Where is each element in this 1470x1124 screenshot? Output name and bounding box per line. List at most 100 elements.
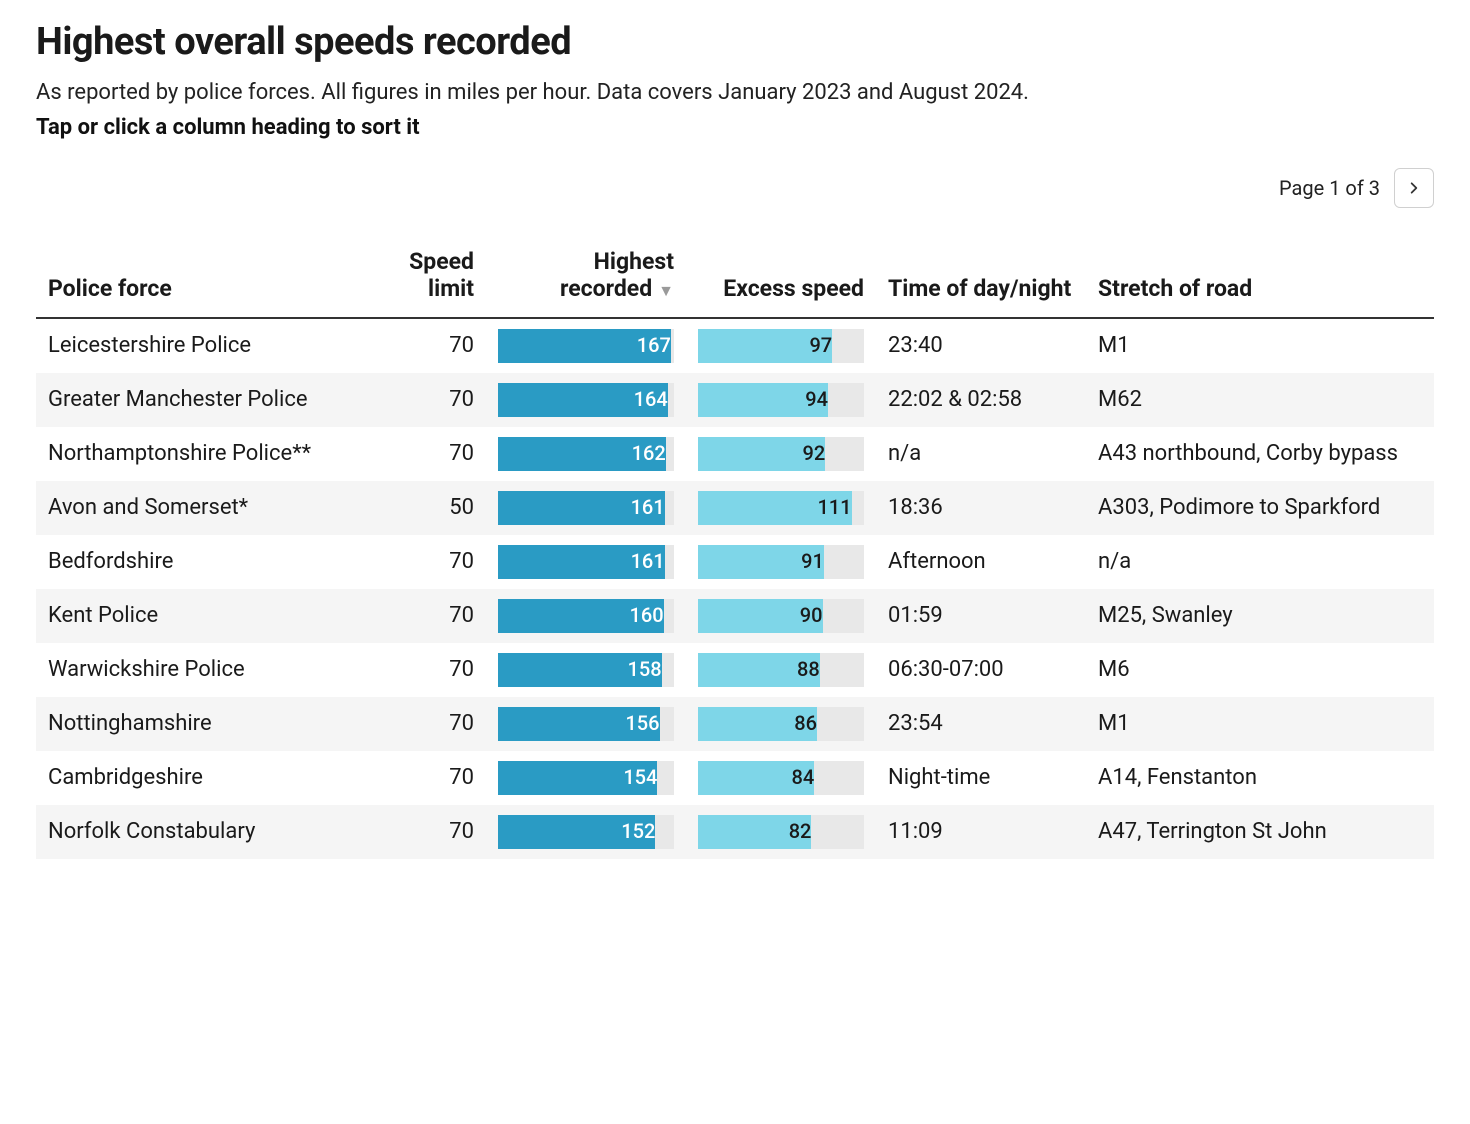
sort-indicator-icon: ▼ <box>658 281 674 300</box>
pager: Page 1 of 3 <box>36 168 1434 208</box>
excess-bar: 90 <box>698 599 864 633</box>
cell-limit: 70 <box>346 373 486 427</box>
excess-bar-value: 92 <box>698 437 825 471</box>
cell-highest: 162 <box>486 427 686 481</box>
cell-road: A47, Terrington St John <box>1086 805 1434 859</box>
excess-bar-value: 86 <box>698 707 817 741</box>
cell-highest: 154 <box>486 751 686 805</box>
highest-bar: 152 <box>498 815 674 849</box>
excess-bar-value: 82 <box>698 815 811 849</box>
cell-limit: 70 <box>346 318 486 373</box>
chevron-right-icon <box>1407 181 1421 195</box>
pager-next-button[interactable] <box>1394 168 1434 208</box>
highest-bar-value: 162 <box>498 437 666 471</box>
excess-bar: 84 <box>698 761 864 795</box>
column-header-highest[interactable]: Highest recorded▼ <box>486 238 686 318</box>
column-header-limit[interactable]: Speed limit <box>346 238 486 318</box>
cell-road: A303, Podimore to Sparkford <box>1086 481 1434 535</box>
cell-limit: 70 <box>346 589 486 643</box>
excess-bar-value: 90 <box>698 599 823 633</box>
highest-bar: 161 <box>498 491 674 525</box>
highest-bar-value: 154 <box>498 761 657 795</box>
cell-force: Warwickshire Police <box>36 643 346 697</box>
highest-bar: 158 <box>498 653 674 687</box>
cell-force: Avon and Somerset* <box>36 481 346 535</box>
column-header-time[interactable]: Time of day/night <box>876 238 1086 318</box>
cell-limit: 70 <box>346 751 486 805</box>
excess-bar: 94 <box>698 383 864 417</box>
excess-bar: 92 <box>698 437 864 471</box>
column-header-force[interactable]: Police force <box>36 238 346 318</box>
cell-road: A43 northbound, Corby bypass <box>1086 427 1434 481</box>
speeds-table: Police forceSpeed limitHighest recorded▼… <box>36 238 1434 859</box>
highest-bar-value: 167 <box>498 329 671 363</box>
column-header-label: Stretch of road <box>1098 275 1252 302</box>
column-header-label: Police force <box>48 275 172 302</box>
table-header: Police forceSpeed limitHighest recorded▼… <box>36 238 1434 318</box>
cell-time: 11:09 <box>876 805 1086 859</box>
highest-bar-value: 161 <box>498 491 665 525</box>
excess-bar-value: 84 <box>698 761 814 795</box>
highest-bar: 154 <box>498 761 674 795</box>
cell-time: n/a <box>876 427 1086 481</box>
cell-time: 06:30-07:00 <box>876 643 1086 697</box>
cell-road: M62 <box>1086 373 1434 427</box>
cell-excess: 82 <box>686 805 876 859</box>
column-header-excess[interactable]: Excess speed <box>686 238 876 318</box>
cell-road: M6 <box>1086 643 1434 697</box>
cell-road: M1 <box>1086 697 1434 751</box>
excess-bar: 91 <box>698 545 864 579</box>
cell-time: 23:40 <box>876 318 1086 373</box>
cell-force: Leicestershire Police <box>36 318 346 373</box>
cell-highest: 156 <box>486 697 686 751</box>
cell-excess: 94 <box>686 373 876 427</box>
page-title: Highest overall speeds recorded <box>36 20 1434 64</box>
table-row: Nottinghamshire70 156 86 23:54M1 <box>36 697 1434 751</box>
cell-force: Northamptonshire Police** <box>36 427 346 481</box>
highest-bar-value: 160 <box>498 599 664 633</box>
table-row: Bedfordshire7016191Afternoonn/a <box>36 535 1434 589</box>
column-header-label: Highest recorded <box>560 248 674 303</box>
page-subtitle: As reported by police forces. All figure… <box>36 78 1434 109</box>
excess-bar: 111 <box>698 491 864 525</box>
cell-highest: 158 <box>486 643 686 697</box>
cell-highest: 164 <box>486 373 686 427</box>
highest-bar-value: 158 <box>498 653 662 687</box>
highest-bar: 160 <box>498 599 674 633</box>
highest-bar: 156 <box>498 707 674 741</box>
cell-force: Kent Police <box>36 589 346 643</box>
cell-excess: 86 <box>686 697 876 751</box>
cell-highest: 152 <box>486 805 686 859</box>
highest-bar-value: 156 <box>498 707 660 741</box>
table-body: Leicestershire Police701679723:40M1Great… <box>36 318 1434 859</box>
cell-highest: 167 <box>486 318 686 373</box>
cell-limit: 70 <box>346 697 486 751</box>
cell-highest: 161 <box>486 481 686 535</box>
excess-bar: 88 <box>698 653 864 687</box>
cell-limit: 70 <box>346 535 486 589</box>
column-header-road[interactable]: Stretch of road <box>1086 238 1434 318</box>
table-row: Greater Manchester Police701649422:02 & … <box>36 373 1434 427</box>
table-row: Leicestershire Police701679723:40M1 <box>36 318 1434 373</box>
cell-limit: 70 <box>346 643 486 697</box>
highest-bar: 167 <box>498 329 674 363</box>
cell-time: Afternoon <box>876 535 1086 589</box>
table-row: Cambridgeshire7015484Night-timeA14, Fens… <box>36 751 1434 805</box>
cell-excess: 90 <box>686 589 876 643</box>
cell-excess: 97 <box>686 318 876 373</box>
cell-road: M25, Swanley <box>1086 589 1434 643</box>
highest-bar: 164 <box>498 383 674 417</box>
cell-time: 23:54 <box>876 697 1086 751</box>
cell-time: Night-time <box>876 751 1086 805</box>
cell-time: 01:59 <box>876 589 1086 643</box>
column-header-label: Time of day/night <box>888 275 1071 302</box>
pager-label: Page 1 of 3 <box>1279 176 1380 200</box>
excess-bar: 97 <box>698 329 864 363</box>
table-row: Warwickshire Police70 158 88 06:30-07:00M6 <box>36 643 1434 697</box>
cell-force: Nottinghamshire <box>36 697 346 751</box>
column-header-label: Excess speed <box>723 275 864 302</box>
cell-time: 22:02 & 02:58 <box>876 373 1086 427</box>
cell-limit: 70 <box>346 805 486 859</box>
cell-highest: 161 <box>486 535 686 589</box>
cell-excess: 88 <box>686 643 876 697</box>
